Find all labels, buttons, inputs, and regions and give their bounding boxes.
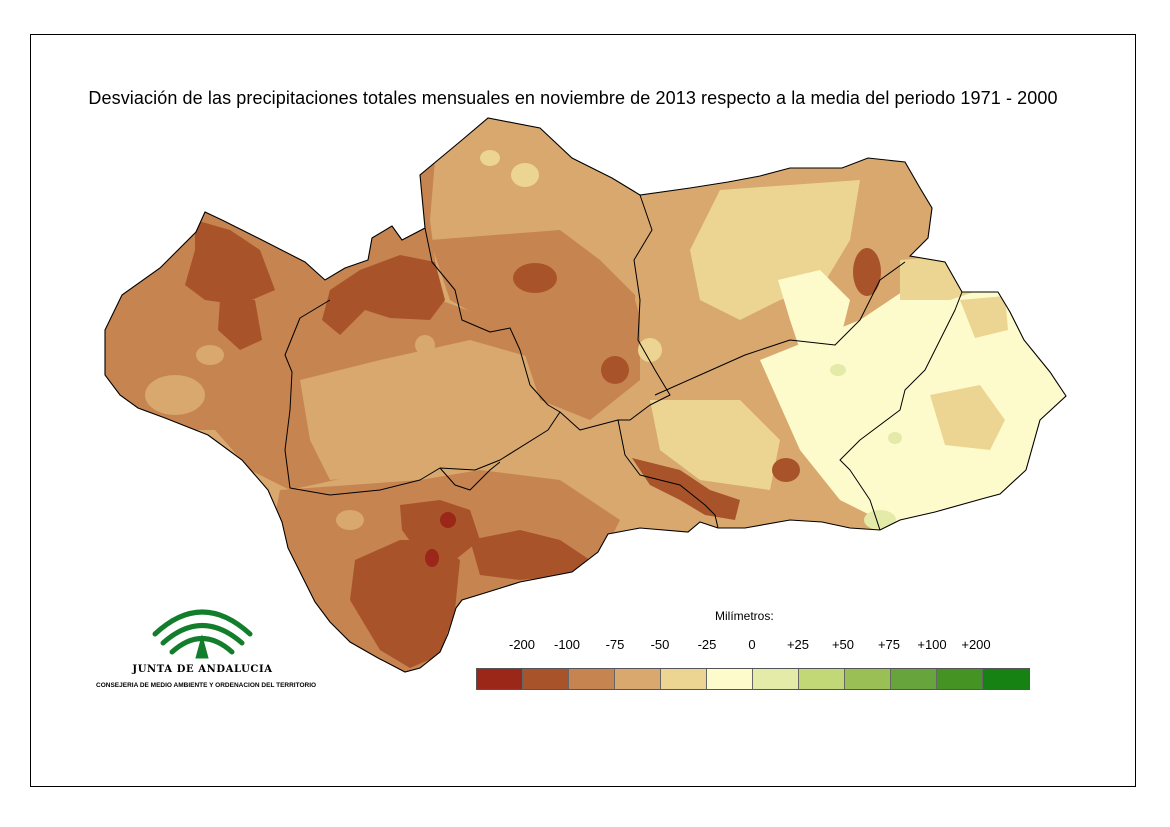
legend-tick: 0 (748, 637, 756, 652)
logo-subtitle: CONSEJERIA DE MEDIO AMBIENTE Y ORDENACIO… (96, 682, 317, 689)
legend-swatch (569, 669, 615, 689)
legend-swatch (799, 669, 845, 689)
legend-title: Milímetros: (715, 609, 774, 623)
legend-swatch (707, 669, 753, 689)
legend-swatch (753, 669, 799, 689)
legend-swatch (937, 669, 983, 689)
legend-tick: +100 (917, 637, 947, 652)
legend-tick: +50 (831, 637, 855, 652)
logo-name: JUNTA DE ANDALUCIA (132, 664, 273, 675)
legend-swatch (891, 669, 937, 689)
legend-tick: -75 (605, 637, 625, 652)
legend-swatch (615, 669, 661, 689)
legend-tick: -100 (553, 637, 581, 652)
legend-swatch (845, 669, 891, 689)
legend-tick: -50 (650, 637, 670, 652)
legend-swatch (477, 669, 523, 689)
legend-swatch (523, 669, 569, 689)
legend-tick: -200 (508, 637, 536, 652)
legend-tick: +75 (877, 637, 901, 652)
legend-tick: -25 (697, 637, 717, 652)
map-frame (30, 34, 1136, 787)
legend-swatch (983, 669, 1029, 689)
legend-tick: +25 (786, 637, 810, 652)
legend-swatch (661, 669, 707, 689)
junta-logo-icon (152, 609, 253, 659)
legend-colorbar (476, 668, 1030, 690)
map-title: Desviación de las precipitaciones totale… (88, 88, 1058, 108)
legend-tick: +200 (961, 637, 991, 652)
